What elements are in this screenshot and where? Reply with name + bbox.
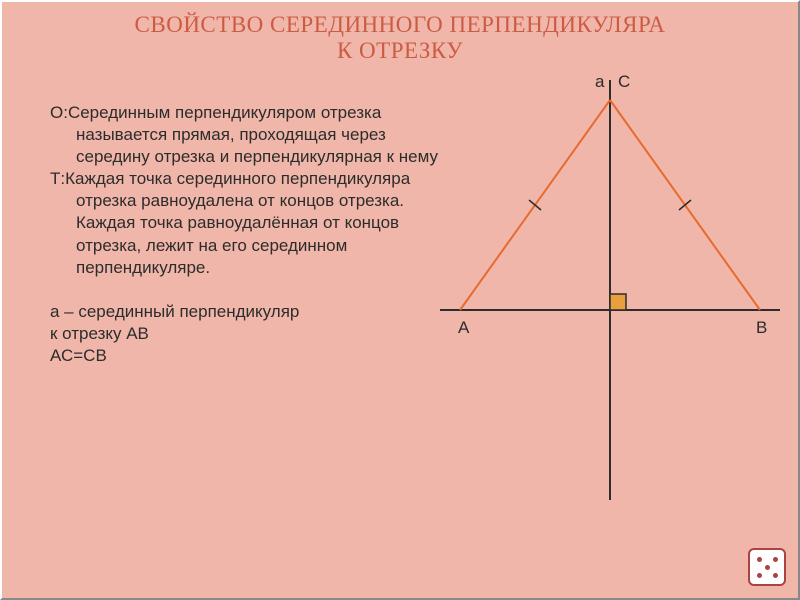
right-angle-marker — [610, 294, 626, 310]
label-b-point: В — [756, 318, 767, 338]
definition-para: О:Серединным перпендикуляром отрезка наз… — [50, 102, 440, 168]
title-line1: СВОЙСТВО СЕРЕДИННОГО ПЕРПЕНДИКУЛЯРА — [135, 12, 666, 37]
note-line1: а – серединный перпендикуляр — [50, 301, 440, 323]
label-a: а — [595, 72, 604, 92]
note-line2: к отрезку АВ — [50, 323, 440, 345]
slide-title: СВОЙСТВО СЕРЕДИННОГО ПЕРПЕНДИКУЛЯРА К ОТ… — [2, 12, 798, 65]
slide: СВОЙСТВО СЕРЕДИННОГО ПЕРПЕНДИКУЛЯРА К ОТ… — [0, 0, 800, 600]
note-line3: АС=СВ — [50, 345, 440, 367]
dice-icon[interactable] — [748, 548, 786, 586]
geometry-svg — [440, 80, 780, 510]
theorem-para: Т:Каждая точка серединного перпендикуляр… — [50, 168, 440, 278]
body-text: О:Серединным перпендикуляром отрезка наз… — [50, 102, 440, 367]
title-line2: К ОТРЕЗКУ — [337, 38, 463, 63]
label-c: С — [618, 72, 630, 92]
diagram: а С А В — [440, 80, 780, 510]
label-a-point: А — [458, 318, 469, 338]
